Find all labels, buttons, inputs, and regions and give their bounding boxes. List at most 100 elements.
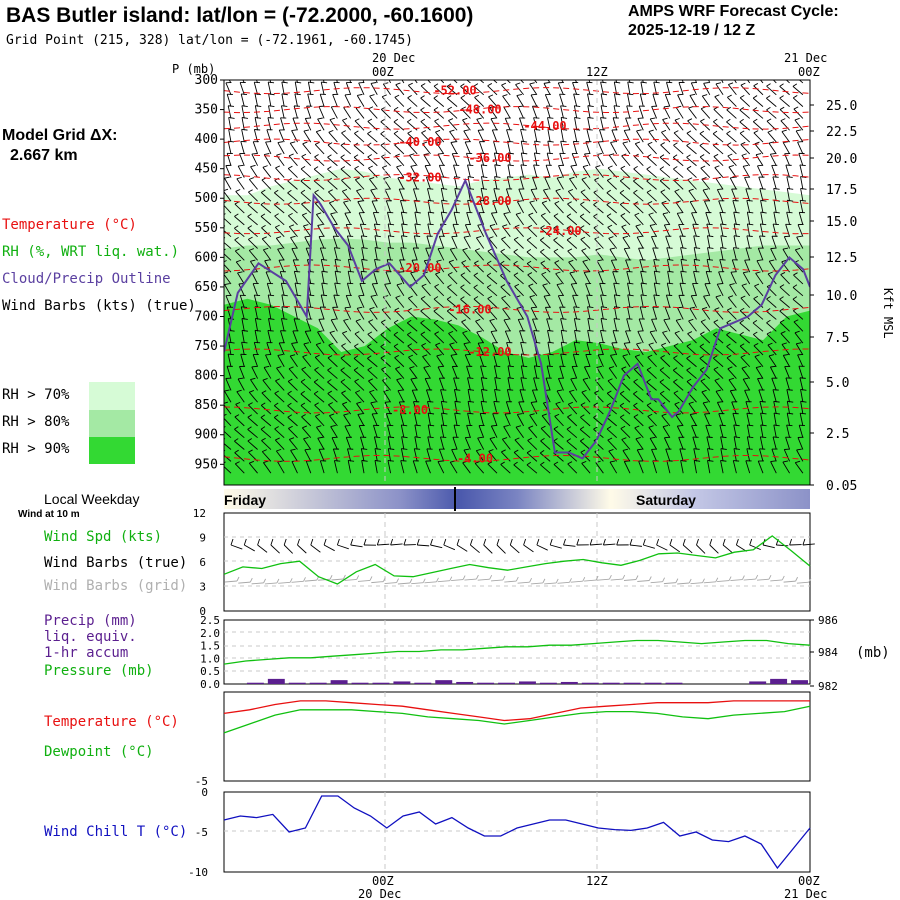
wind-barb — [466, 424, 473, 438]
wind-barb — [505, 188, 513, 202]
label-accum: 1-hr accum — [44, 645, 129, 661]
wind-barb — [507, 377, 514, 391]
wind-barb — [752, 107, 764, 119]
wind-barb — [619, 390, 631, 403]
wind-barb — [515, 425, 524, 438]
wind-barb — [752, 319, 764, 332]
wind-barb — [687, 118, 697, 131]
wind-barb — [440, 436, 447, 450]
wind-barb — [745, 460, 752, 474]
wind-barb — [727, 82, 737, 96]
wind-barb — [634, 141, 644, 155]
wind-barb — [530, 306, 538, 320]
wind-barb — [720, 223, 727, 237]
wind-barb — [381, 366, 391, 379]
wind-barb — [347, 448, 354, 462]
wind-barb — [615, 80, 618, 84]
wind-barb — [427, 223, 434, 237]
wind-barb — [274, 213, 285, 226]
wind-barb — [277, 247, 285, 261]
wind-barb — [640, 282, 648, 296]
wind-barb — [580, 236, 591, 249]
surface-wind-barb-grid — [584, 575, 599, 582]
wind-barb — [267, 117, 274, 131]
surface-wind-barb-grid — [650, 577, 666, 584]
wind-barb — [409, 366, 418, 379]
wind-barb — [224, 176, 232, 190]
wind-barb — [714, 94, 724, 107]
surface-wind-barb — [390, 538, 403, 546]
wind-barb — [479, 80, 484, 84]
wind-barb — [247, 438, 258, 450]
wind-barb — [680, 270, 687, 285]
wind-barb — [581, 177, 591, 190]
surface-wind-barb — [563, 538, 576, 547]
wind-barb — [288, 425, 298, 439]
wind-barb — [333, 294, 340, 308]
wind-barb — [406, 107, 418, 119]
wind-barb — [476, 117, 485, 131]
wind-barb — [760, 211, 767, 225]
wind-barb — [358, 294, 365, 308]
wind-barb — [304, 330, 312, 344]
wind-barb — [779, 308, 790, 320]
wind-barb — [687, 177, 697, 190]
wind-barb — [533, 330, 540, 344]
wind-barb — [344, 306, 352, 320]
wind-barb — [291, 342, 298, 356]
wind-barb — [440, 424, 448, 438]
wind-barb — [767, 342, 777, 356]
wind-barb — [786, 389, 793, 403]
wind-barb — [501, 449, 511, 462]
precip-bar — [267, 678, 285, 684]
wind-barb — [664, 93, 671, 107]
wind-barb — [580, 449, 591, 462]
wind-barb — [598, 271, 604, 285]
surface-wind-barb-grid — [357, 576, 373, 582]
wind-barb — [500, 284, 511, 297]
wind-barb — [486, 272, 498, 285]
wind-barb — [359, 223, 367, 237]
wind-barb — [340, 367, 351, 379]
wind-barb — [734, 80, 737, 84]
precip-bar — [477, 682, 495, 684]
wind-barb — [328, 200, 338, 214]
wind-barb — [493, 152, 501, 166]
wind-barb — [340, 355, 351, 368]
wind-barb — [358, 424, 365, 438]
surface-wind-barb — [483, 538, 493, 554]
wind-barb — [358, 82, 365, 95]
wind-barb — [619, 189, 631, 202]
wind-barb — [746, 199, 753, 214]
wind-barb — [480, 164, 488, 178]
surface-wind-barb — [336, 538, 349, 550]
precip-bar — [770, 678, 788, 684]
surface-wind-barb-grid — [251, 578, 267, 585]
legend-rh70-label: RH > 70% — [2, 387, 70, 403]
wind-barb — [793, 106, 804, 119]
wind-barb — [539, 237, 551, 249]
wind-barb — [385, 413, 393, 427]
wind-barb — [317, 436, 325, 450]
wind-barb — [665, 235, 672, 249]
temperature-contour — [224, 406, 810, 414]
legend-rh: RH (%, WRT liq. wat.) — [2, 244, 180, 260]
wind-barb — [480, 400, 488, 415]
wind-barb — [540, 260, 551, 273]
wind-barb — [526, 249, 538, 261]
wind-barb — [462, 247, 471, 261]
wind-barb — [798, 152, 805, 166]
precip-bar — [393, 681, 411, 684]
wind-barb — [573, 93, 580, 107]
precip-tick-label: 1.5 — [200, 640, 220, 653]
wind-barb — [356, 188, 365, 202]
wind-barb — [799, 377, 806, 391]
wind-barb — [570, 377, 578, 391]
wind-barb — [792, 284, 804, 297]
wind-barb — [691, 212, 698, 226]
wind-barb — [407, 343, 418, 356]
wind-barb — [327, 142, 338, 155]
top-date-1: 20 Dec — [372, 51, 415, 65]
wind-barb — [319, 460, 327, 474]
wind-barb — [412, 188, 420, 202]
